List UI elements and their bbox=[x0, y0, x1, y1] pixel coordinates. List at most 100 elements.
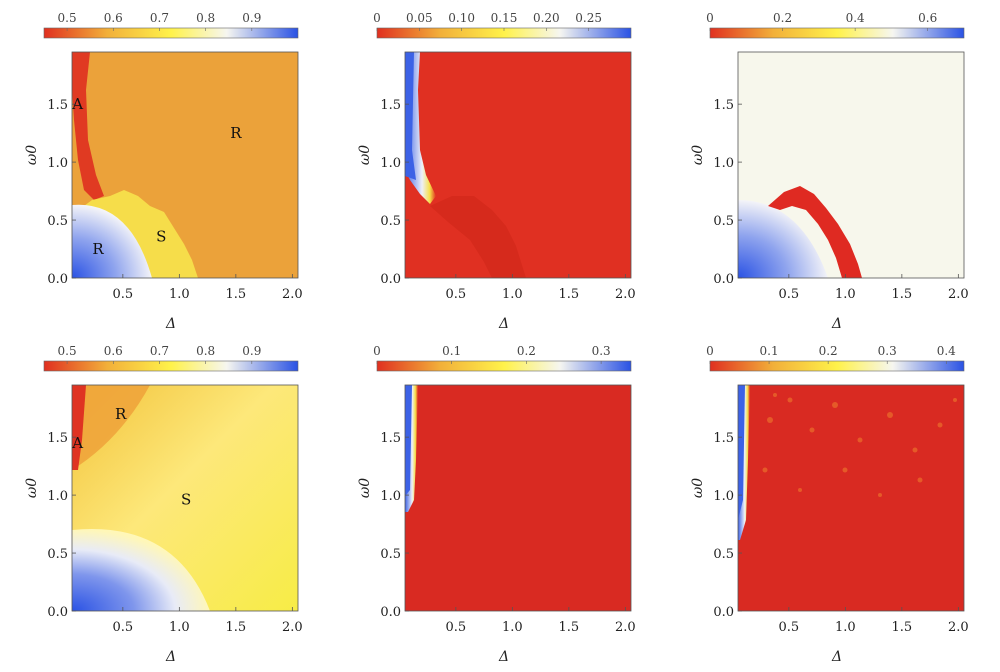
colorbar-tick-label: 0.7 bbox=[150, 11, 169, 25]
colorbar-tick-label: 0.20 bbox=[533, 11, 560, 25]
colorbar-tick-label: 0 bbox=[373, 11, 381, 25]
colorbar-tick-label: 0.4 bbox=[846, 11, 865, 25]
plot-frame-e bbox=[404, 384, 632, 612]
region-label: R bbox=[230, 124, 242, 142]
x-tick-label: 1.0 bbox=[502, 287, 523, 302]
heatmap-f bbox=[738, 385, 964, 611]
x-tick-label: 2.0 bbox=[948, 287, 969, 302]
x-tick-label: 1.5 bbox=[226, 287, 247, 302]
y-tick-label: 0.5 bbox=[713, 214, 734, 229]
plot-frame-f bbox=[737, 384, 965, 612]
region-label: R bbox=[92, 240, 104, 258]
x-tick-label: 0.5 bbox=[113, 287, 134, 302]
y-tick-label: 1.5 bbox=[380, 98, 401, 113]
x-tick-label: 0.5 bbox=[113, 620, 134, 635]
heatmap-b bbox=[405, 52, 631, 278]
y-tick-label: 1.0 bbox=[713, 156, 734, 171]
colorbar-tick-label: 0.6 bbox=[104, 11, 123, 25]
colorbar-tick-label: 0.6 bbox=[104, 344, 123, 358]
colorbar-tick-label: 0.7 bbox=[150, 344, 169, 358]
colorbar-tick-label: 0.15 bbox=[491, 11, 518, 25]
colorbar-tick-label: 0.2 bbox=[773, 11, 792, 25]
y-tick-label: 0.0 bbox=[47, 605, 68, 620]
y-axis-label: ω0 bbox=[24, 145, 40, 165]
plot-frame-d bbox=[71, 384, 299, 612]
y-tick-label: 0.0 bbox=[713, 272, 734, 287]
x-tick-label: 0.5 bbox=[446, 620, 467, 635]
region-label: A bbox=[71, 95, 83, 113]
colorbar-tick-label: 0.5 bbox=[58, 11, 77, 25]
x-tick-label: 2.0 bbox=[282, 287, 303, 302]
plot-frame-a bbox=[71, 51, 299, 279]
y-tick-label: 1.5 bbox=[713, 431, 734, 446]
y-tick-label: 1.5 bbox=[713, 98, 734, 113]
colorbar-tick-label: 0.8 bbox=[196, 11, 215, 25]
y-tick-label: 0.5 bbox=[380, 547, 401, 562]
region-label: A bbox=[71, 434, 83, 452]
y-tick-label: 1.0 bbox=[380, 489, 401, 504]
heatmap-c bbox=[738, 52, 964, 278]
region-label: S bbox=[181, 491, 191, 509]
x-tick-label: 1.0 bbox=[169, 287, 190, 302]
colorbar-f bbox=[709, 360, 965, 372]
y-tick-label: 0.0 bbox=[713, 605, 734, 620]
colorbar-tick-label: 0.9 bbox=[242, 11, 261, 25]
x-tick-label: 1.0 bbox=[169, 620, 190, 635]
y-tick-label: 0.5 bbox=[47, 547, 68, 562]
y-tick-label: 1.0 bbox=[47, 156, 68, 171]
x-axis-label: Δ bbox=[498, 649, 509, 665]
colorbar-tick-label: 0.1 bbox=[760, 344, 779, 358]
colorbar-e bbox=[376, 360, 632, 372]
y-tick-label: 0.5 bbox=[47, 214, 68, 229]
colorbar-tick-label: 0.1 bbox=[442, 344, 461, 358]
colorbar-tick-label: 0.2 bbox=[517, 344, 536, 358]
colorbar-tick-label: 0 bbox=[706, 344, 714, 358]
x-tick-label: 1.0 bbox=[835, 620, 856, 635]
heatmap-d bbox=[72, 385, 298, 611]
y-tick-label: 1.5 bbox=[47, 431, 68, 446]
colorbar-tick-label: 0 bbox=[373, 344, 381, 358]
colorbar-c bbox=[709, 27, 965, 39]
y-axis-label: ω0 bbox=[690, 145, 706, 165]
x-tick-label: 2.0 bbox=[282, 620, 303, 635]
y-tick-label: 0.0 bbox=[380, 605, 401, 620]
colorbar-tick-label: 0.10 bbox=[448, 11, 475, 25]
x-axis-label: Δ bbox=[831, 649, 842, 665]
y-tick-label: 0.5 bbox=[713, 547, 734, 562]
plot-frame-c bbox=[737, 51, 965, 279]
plot-frame-b bbox=[404, 51, 632, 279]
heatmap-a bbox=[72, 52, 298, 278]
x-tick-label: 2.0 bbox=[615, 620, 636, 635]
x-tick-label: 1.5 bbox=[892, 620, 913, 635]
colorbar-a bbox=[43, 27, 299, 39]
y-tick-label: 0.0 bbox=[47, 272, 68, 287]
x-tick-label: 1.5 bbox=[559, 620, 580, 635]
colorbar-d bbox=[43, 360, 299, 372]
colorbar-tick-label: 0.5 bbox=[58, 344, 77, 358]
y-tick-label: 1.5 bbox=[380, 431, 401, 446]
colorbar-tick-label: 0.25 bbox=[575, 11, 602, 25]
x-axis-label: Δ bbox=[831, 316, 842, 332]
region-label: S bbox=[156, 227, 166, 245]
colorbar-tick-label: 0.6 bbox=[918, 11, 937, 25]
colorbar-tick-label: 0.3 bbox=[592, 344, 611, 358]
y-axis-label: ω0 bbox=[690, 478, 706, 498]
x-axis-label: Δ bbox=[165, 316, 176, 332]
y-tick-label: 1.0 bbox=[47, 489, 68, 504]
colorbar-tick-label: 0.3 bbox=[878, 344, 897, 358]
x-tick-label: 0.5 bbox=[446, 287, 467, 302]
x-axis-label: Δ bbox=[165, 649, 176, 665]
x-tick-label: 0.5 bbox=[779, 287, 800, 302]
colorbar-tick-label: 0 bbox=[706, 11, 714, 25]
y-tick-label: 1.0 bbox=[713, 489, 734, 504]
colorbar-tick-label: 0.05 bbox=[406, 11, 433, 25]
y-axis-label: ω0 bbox=[357, 478, 373, 498]
x-tick-label: 1.5 bbox=[226, 620, 247, 635]
y-tick-label: 1.5 bbox=[47, 98, 68, 113]
y-axis-label: ω0 bbox=[357, 145, 373, 165]
x-tick-label: 1.5 bbox=[559, 287, 580, 302]
x-tick-label: 1.5 bbox=[892, 287, 913, 302]
colorbar-tick-label: 0.2 bbox=[819, 344, 838, 358]
colorbar-tick-label: 0.8 bbox=[196, 344, 215, 358]
